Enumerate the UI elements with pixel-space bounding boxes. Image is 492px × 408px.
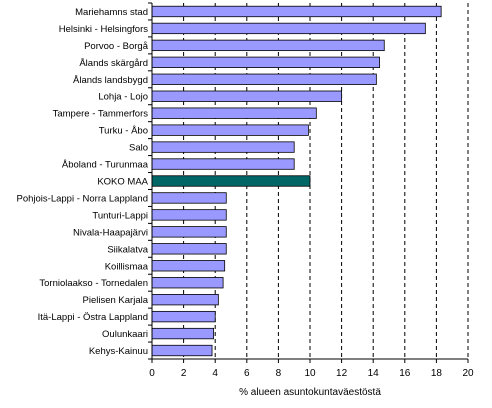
category-label-5: Lohja - Lojo (98, 92, 148, 103)
category-label-13: Nivala-Haapajärvi (73, 227, 148, 238)
category-label-15: Koillismaa (105, 261, 149, 272)
bar-14 (151, 243, 227, 255)
category-label-10: KOKO MAA (97, 177, 148, 188)
x-tick-label-10: 10 (304, 368, 316, 379)
tick-labels: 0 2 4 6 8 10 12 14 16 18 20 (149, 368, 474, 379)
x-tick-label-12: 12 (336, 368, 348, 379)
bar-11 (151, 192, 227, 204)
category-label-8: Salo (129, 143, 148, 154)
bar-2 (151, 39, 385, 52)
bar-16 (151, 277, 224, 289)
category-labels: Mariehamns stad Helsinki - Helsingfors Por… (17, 7, 149, 357)
bar-10 (151, 175, 311, 187)
category-label-7: Turku - Åbo (99, 126, 148, 137)
bar-7 (151, 124, 309, 136)
category-label-17: Pielisen Karjala (83, 295, 149, 306)
bars (151, 5, 442, 357)
x-tick-label-18: 18 (431, 368, 443, 379)
bar-3 (151, 56, 380, 68)
bar-12 (151, 209, 227, 221)
category-label-14: Siikalatva (107, 244, 148, 255)
axes (148, 2, 469, 363)
category-label-4: Ålands landsbygd (73, 75, 148, 86)
x-axis-title: % alueen asuntokuntaväestöstä (239, 387, 381, 398)
bar-9 (151, 158, 295, 170)
bar-5 (151, 90, 343, 102)
category-label-11: Pohjois-Lappi - Norra Lappland (17, 193, 149, 204)
x-tick-label-4: 4 (212, 368, 218, 379)
category-label-0: Mariehamns stad (75, 7, 148, 18)
x-tick-label-16: 16 (399, 368, 411, 379)
category-label-16: Torniolaakso - Tornedalen (39, 278, 148, 289)
bar-8 (151, 141, 295, 153)
bar-1 (151, 22, 426, 35)
category-label-19: Oulunkaari (102, 329, 148, 340)
x-tick-label-0: 0 (149, 368, 155, 379)
x-tick-label-20: 20 (462, 368, 474, 379)
x-tick-label-14: 14 (368, 368, 380, 379)
bar-4 (151, 73, 377, 85)
x-tick-label-6: 6 (244, 368, 250, 379)
category-label-12: Tunturi-Lappi (92, 210, 148, 221)
bar-0 (151, 5, 442, 18)
bar-20 (151, 344, 213, 357)
category-label-6: Tampere - Tammerfors (53, 109, 149, 120)
category-label-9: Åboland - Turunmaa (62, 160, 149, 171)
bar-18 (151, 310, 216, 323)
bar-19 (151, 327, 215, 340)
bar-6 (151, 107, 317, 119)
x-tick-label-8: 8 (276, 368, 282, 379)
x-tick-label-2: 2 (181, 368, 187, 379)
bar-15 (151, 260, 226, 272)
category-label-3: Ålands skärgård (79, 58, 148, 69)
bar-17 (151, 294, 219, 306)
category-label-1: Helsinki - Helsingfors (59, 24, 148, 35)
category-label-18: Itä-Lappi - Östra Lappland (38, 312, 148, 323)
category-label-2: Porvoo - Borgå (84, 41, 149, 52)
bar-13 (151, 226, 227, 238)
category-label-20: Kehys-Kainuu (89, 346, 148, 357)
